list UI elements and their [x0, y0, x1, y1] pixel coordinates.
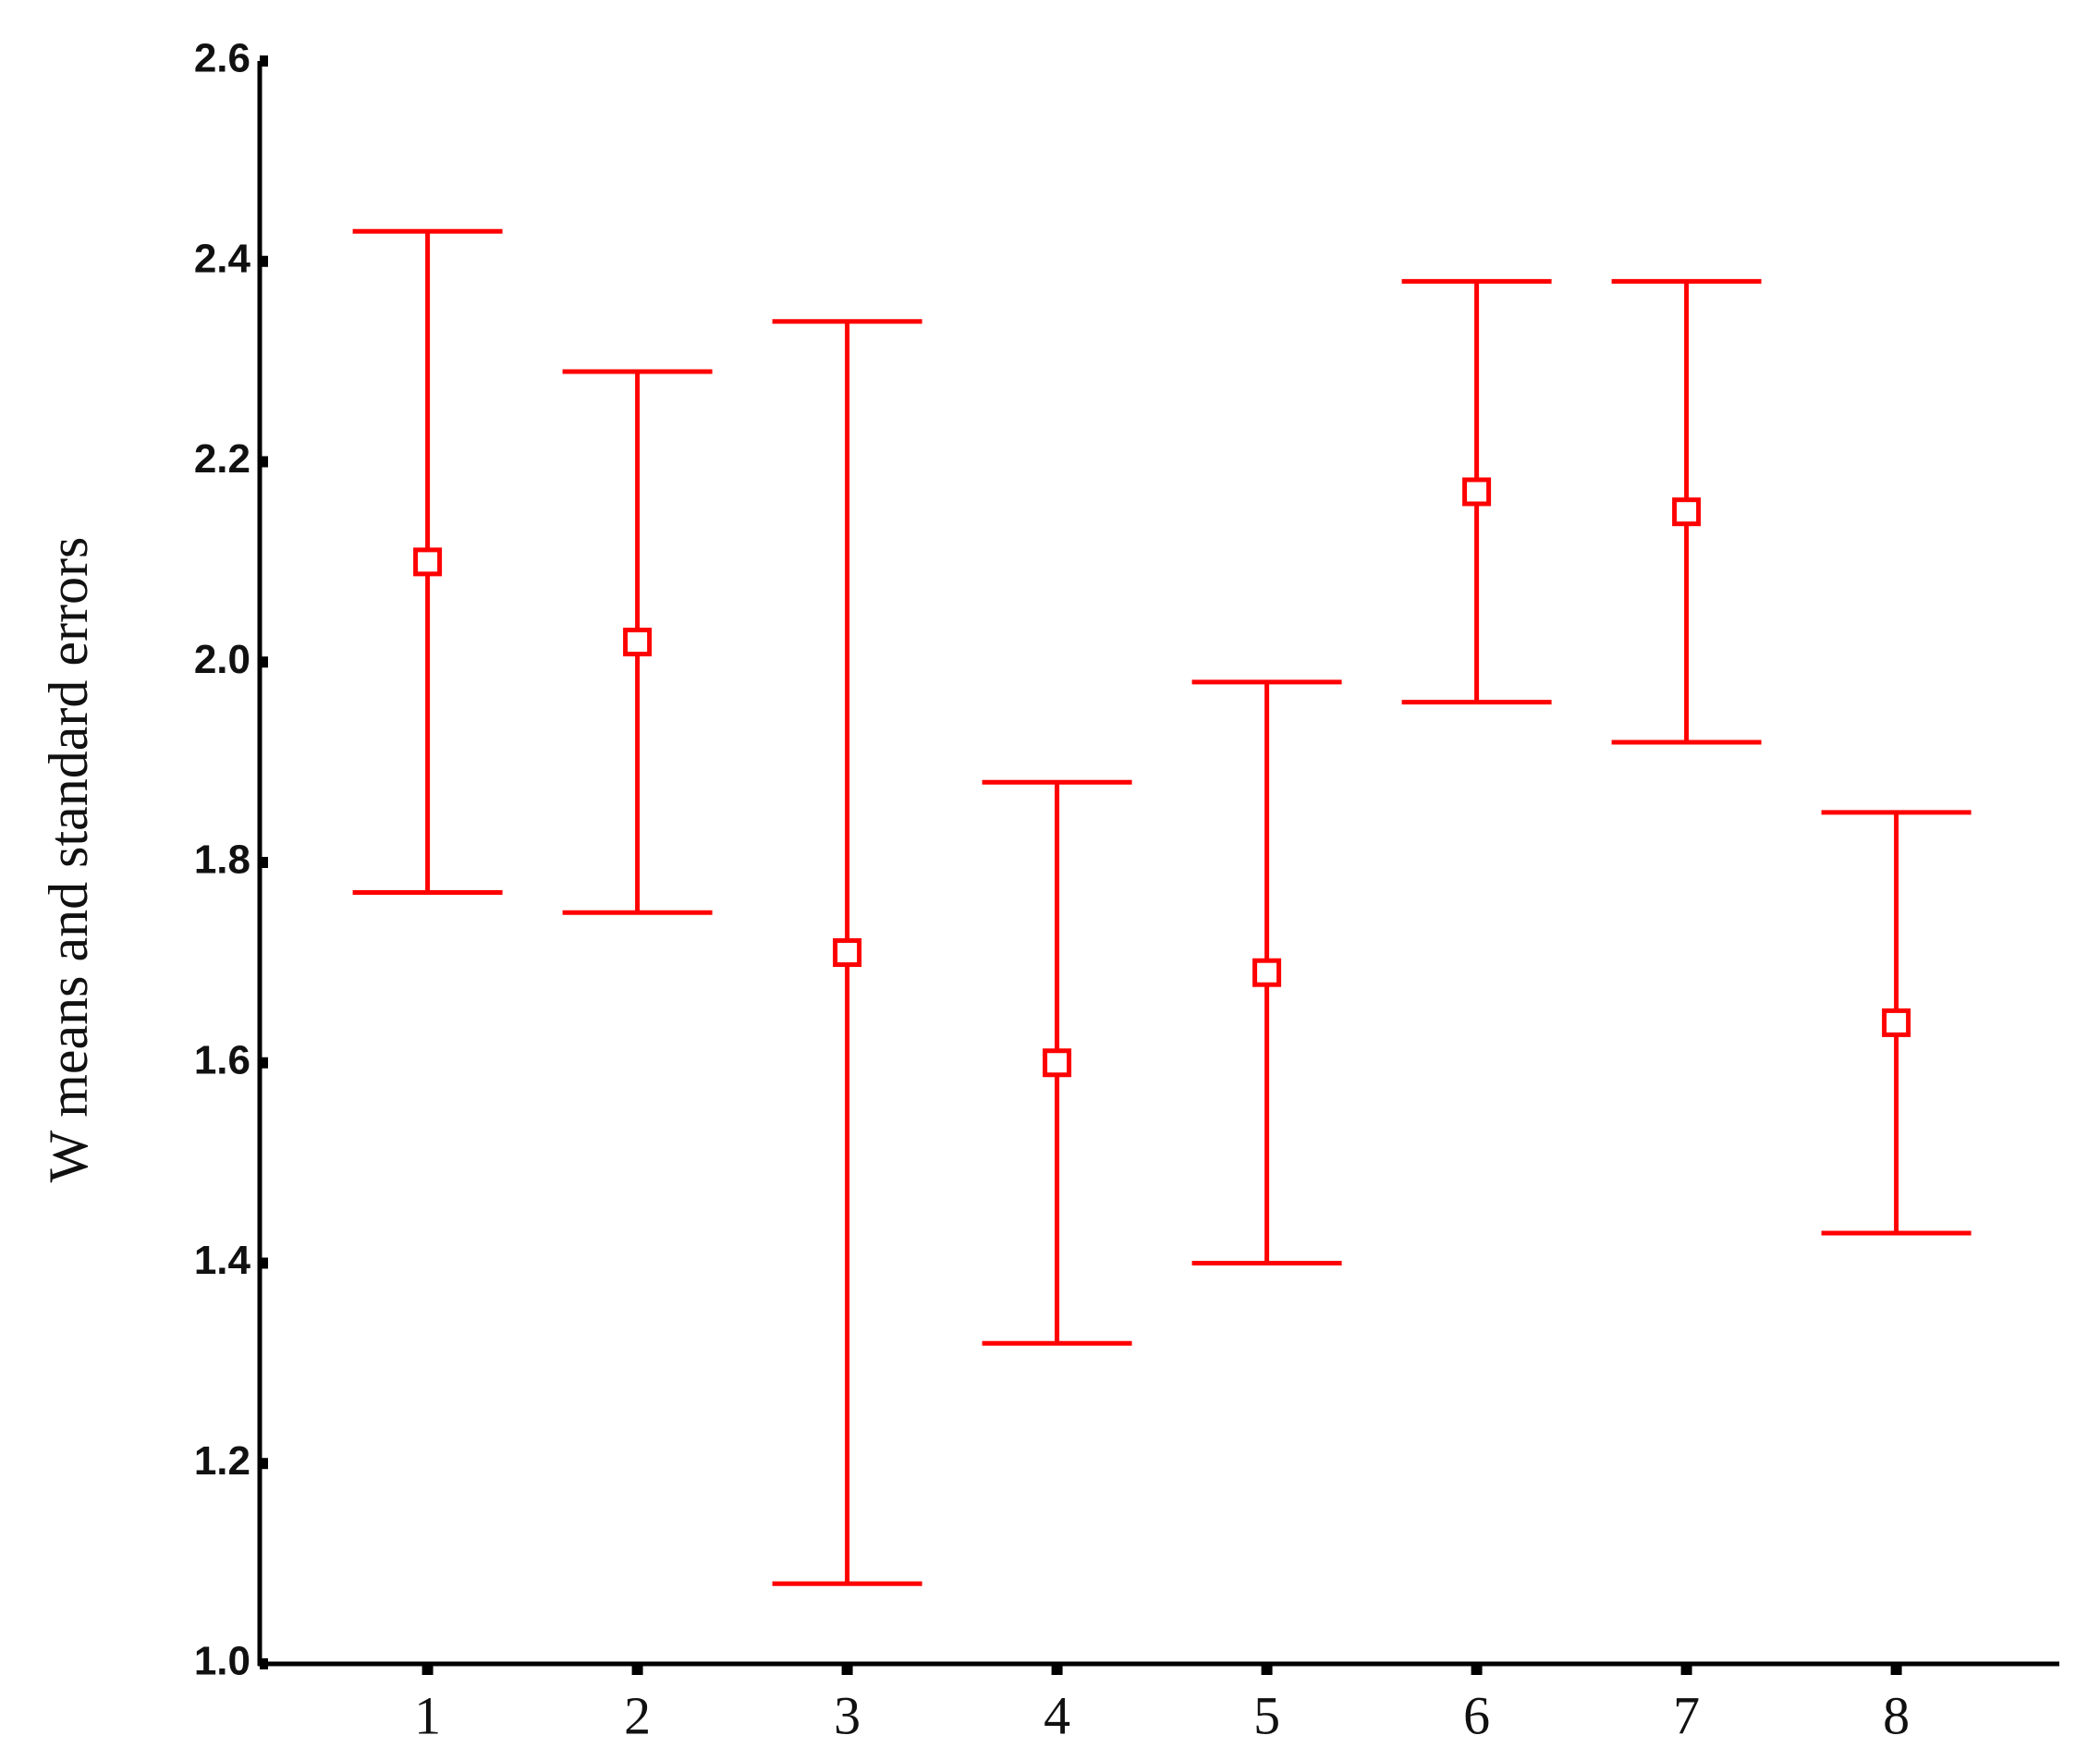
mean-marker: [833, 938, 862, 968]
x-tick-label: 7: [1673, 1685, 1700, 1745]
x-tick-label: 5: [1253, 1685, 1280, 1745]
y-tick-label: 2.6: [194, 36, 250, 81]
y-tick-label: 1.2: [194, 1438, 250, 1484]
x-tick-label: 4: [1044, 1685, 1070, 1745]
y-tick-label: 1.8: [194, 837, 250, 883]
mean-marker: [1462, 477, 1492, 507]
mean-marker: [1043, 1048, 1072, 1078]
y-tick-label: 1.6: [194, 1037, 250, 1082]
y-tick-label: 1.0: [194, 1639, 250, 1684]
mean-marker: [1252, 958, 1282, 987]
x-tick-label: 3: [834, 1685, 861, 1745]
y-tick-label: 1.4: [194, 1238, 251, 1283]
y-tick-label: 2.2: [194, 436, 250, 482]
x-tick-label: 1: [414, 1685, 441, 1745]
mean-marker: [413, 547, 443, 577]
x-tick-label: 6: [1463, 1685, 1490, 1745]
x-tick-label: 8: [1883, 1685, 1910, 1745]
mean-marker: [1672, 497, 1702, 527]
y-tick-label: 2.4: [194, 236, 251, 281]
y-tick-label: 2.0: [194, 637, 250, 682]
mean-marker: [1882, 1008, 1911, 1037]
y-axis-label: W means and standard errors: [38, 537, 99, 1183]
x-tick-label: 2: [624, 1685, 651, 1745]
mean-marker: [623, 628, 653, 657]
